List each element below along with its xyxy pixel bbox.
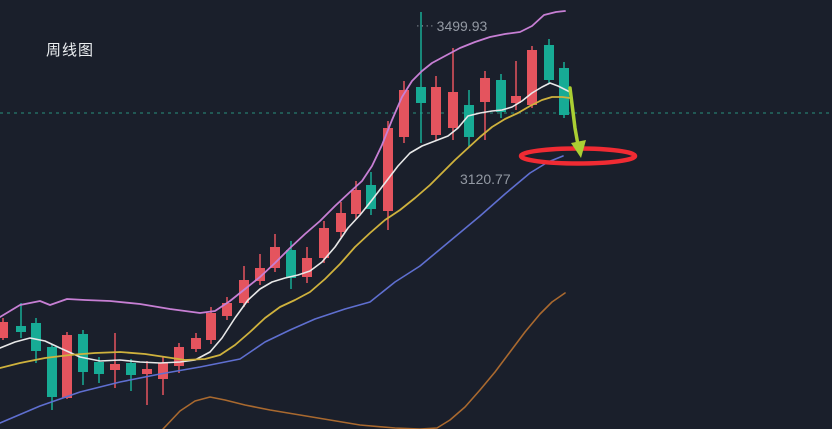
candle [366, 172, 376, 215]
candle [286, 241, 296, 289]
candle [126, 359, 136, 391]
candle [142, 361, 152, 405]
line-ma-blue [0, 155, 564, 424]
candle [448, 48, 458, 140]
candle [559, 62, 569, 118]
candle [174, 343, 184, 373]
candle [0, 318, 8, 340]
down-arrow-shaft [568, 86, 580, 147]
candle [416, 12, 426, 143]
candle [270, 234, 280, 272]
candle [16, 303, 26, 338]
candle [383, 121, 393, 230]
candle [464, 90, 474, 147]
line-ma-yellow [0, 96, 571, 369]
dotted-leader: ···· [416, 20, 435, 32]
candle [319, 221, 329, 263]
candle [496, 74, 506, 118]
price-label-high: ···· 3499.93 [416, 18, 487, 34]
line-ma-white [0, 82, 571, 364]
candle [480, 71, 490, 140]
candle [399, 81, 409, 143]
candle [31, 318, 41, 363]
candle [191, 333, 201, 352]
price-label-low: 3120.77 [460, 171, 511, 187]
candle [255, 254, 265, 285]
candle [431, 76, 441, 141]
high-price-text: 3499.93 [436, 18, 488, 34]
line-upper-band-pink [0, 10, 566, 318]
candle [239, 266, 249, 307]
candle [222, 297, 232, 320]
candle [47, 344, 57, 410]
candle [62, 332, 72, 399]
chart-title: 周线图 [46, 42, 95, 59]
candle [302, 247, 312, 283]
candle [544, 39, 554, 84]
candle [336, 202, 346, 237]
candle [527, 46, 537, 108]
candle [511, 61, 521, 110]
down-arrow-head [571, 140, 586, 158]
candle [206, 307, 216, 344]
